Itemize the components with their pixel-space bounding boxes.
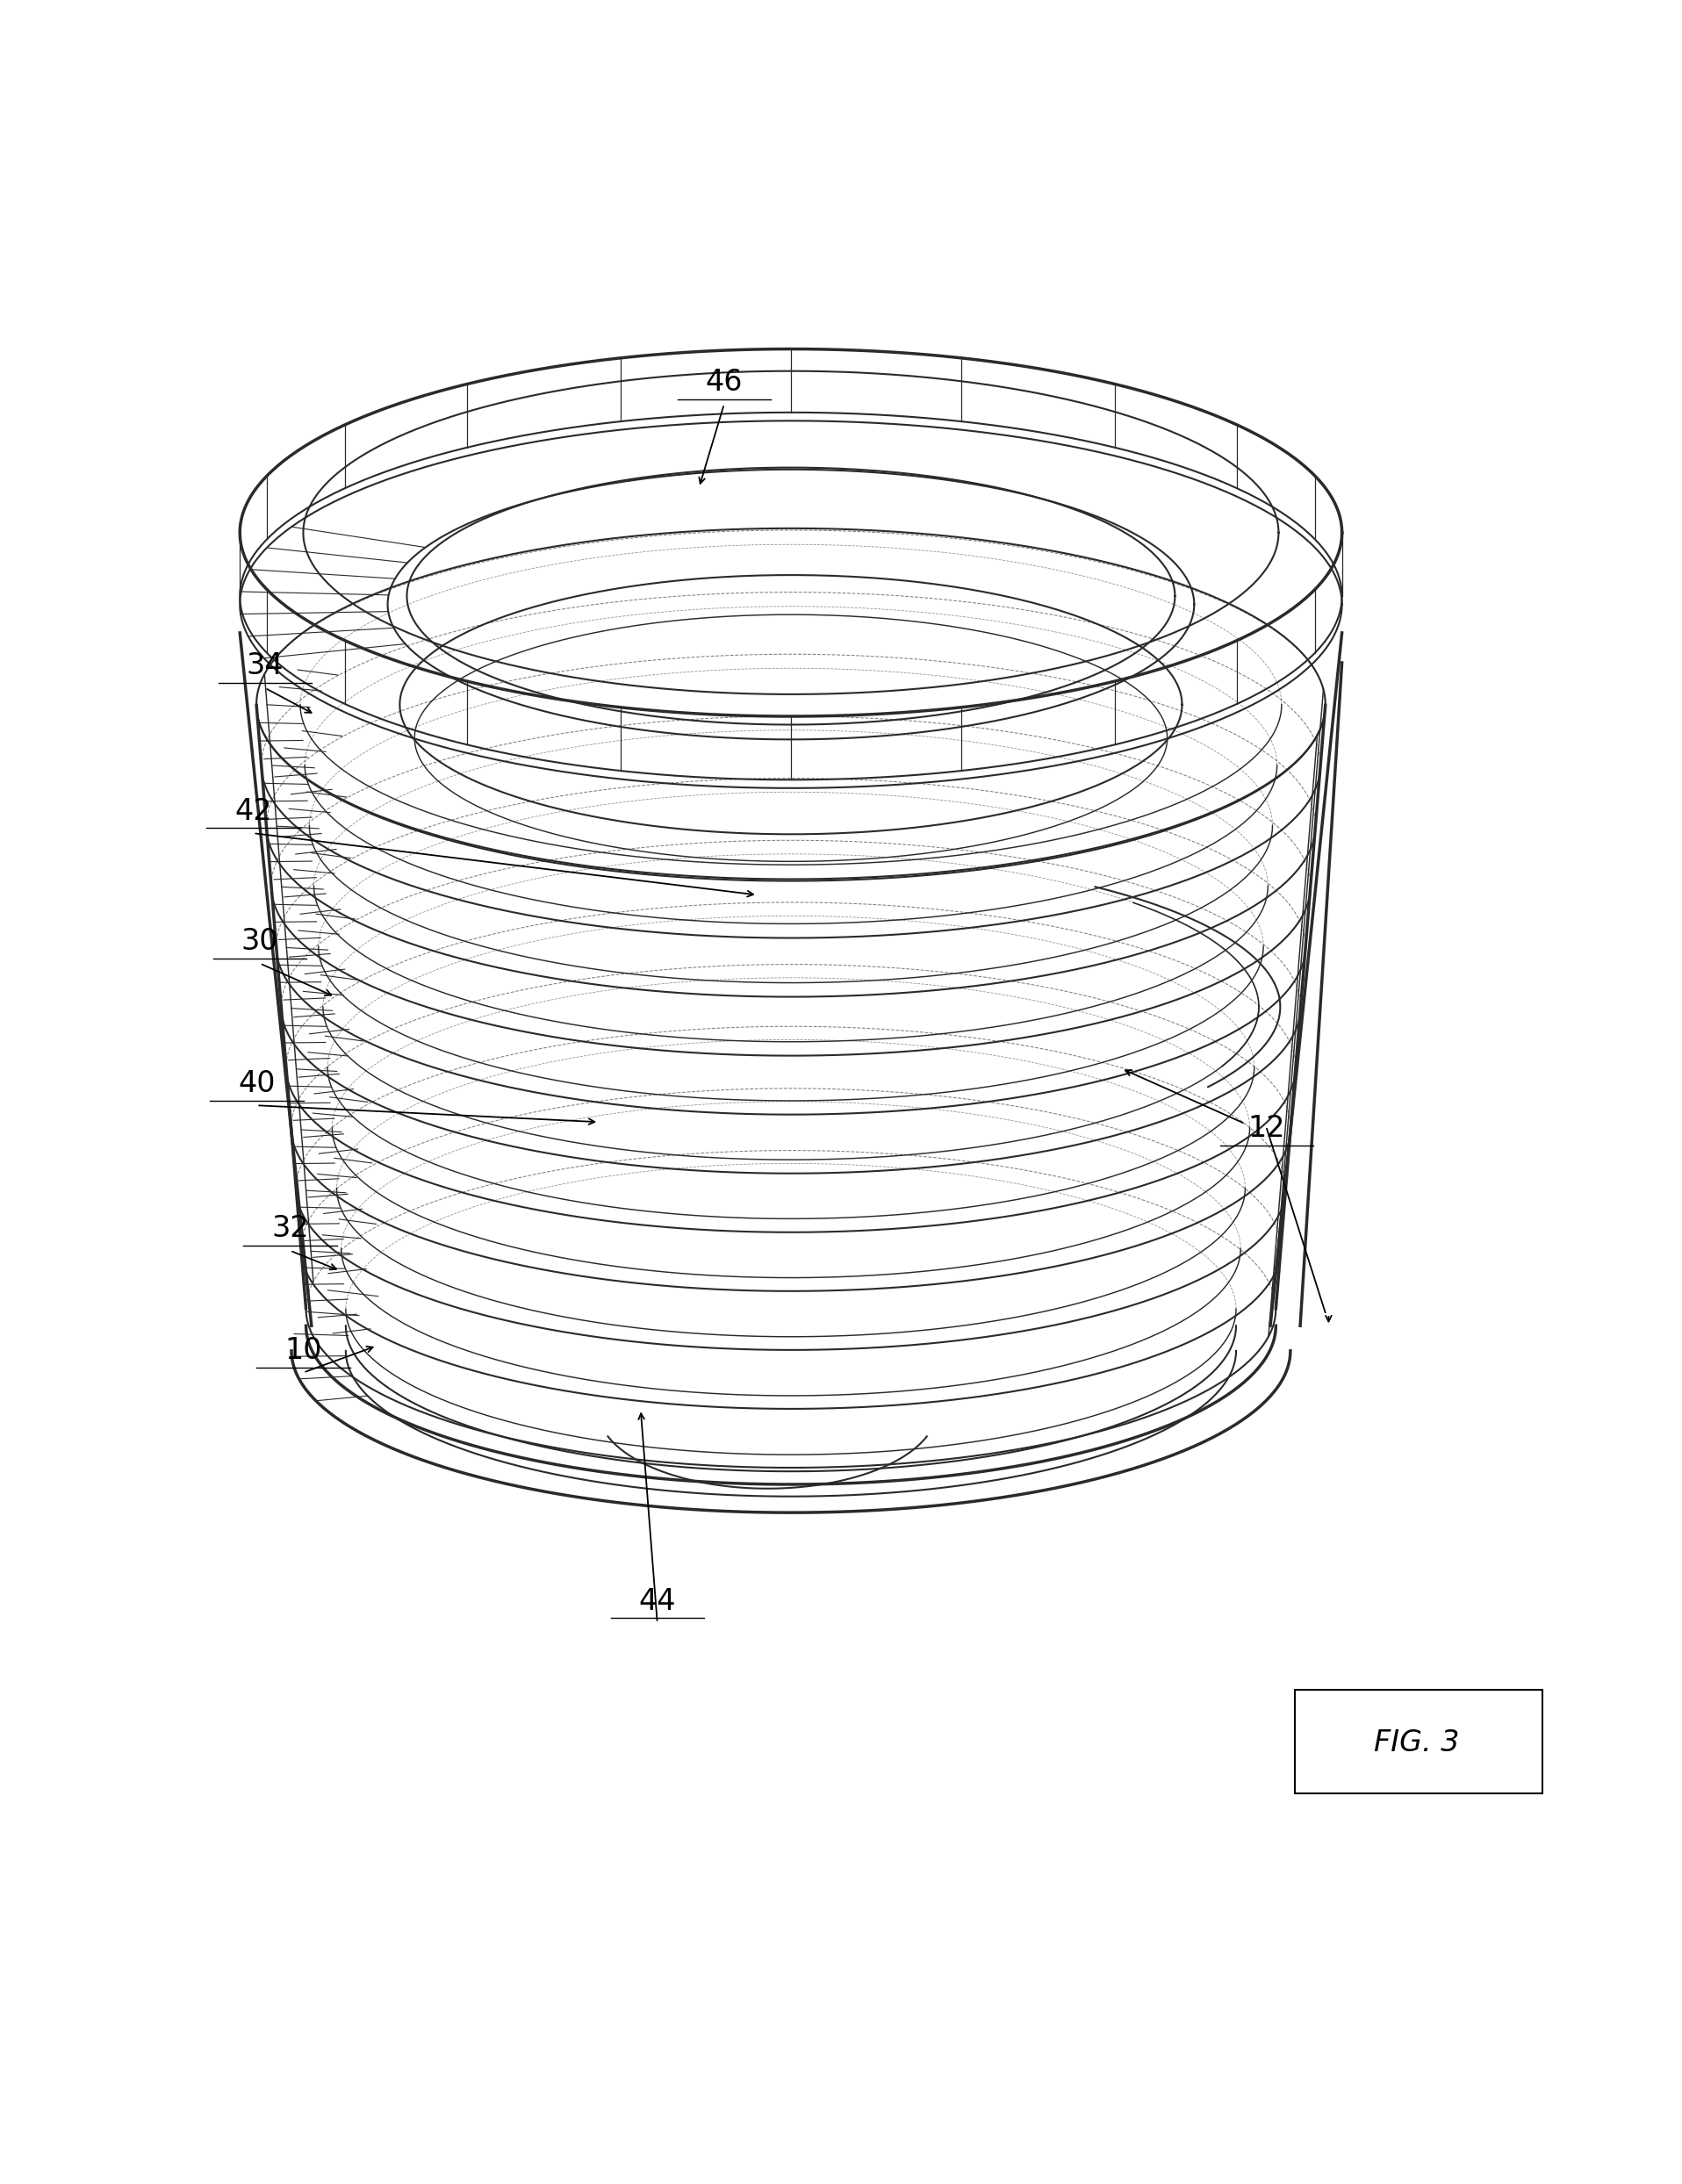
Text: 34: 34 xyxy=(246,651,284,681)
Text: 40: 40 xyxy=(237,1070,276,1099)
Text: 10: 10 xyxy=(284,1337,321,1365)
Text: 44: 44 xyxy=(639,1588,676,1616)
Text: 42: 42 xyxy=(234,797,272,826)
Text: 46: 46 xyxy=(705,367,743,397)
Text: 32: 32 xyxy=(271,1214,309,1243)
Text: 12: 12 xyxy=(1248,1114,1285,1142)
Text: 30: 30 xyxy=(241,928,279,957)
FancyBboxPatch shape xyxy=(1295,1690,1542,1793)
Text: FIG. 3: FIG. 3 xyxy=(1374,1730,1460,1758)
